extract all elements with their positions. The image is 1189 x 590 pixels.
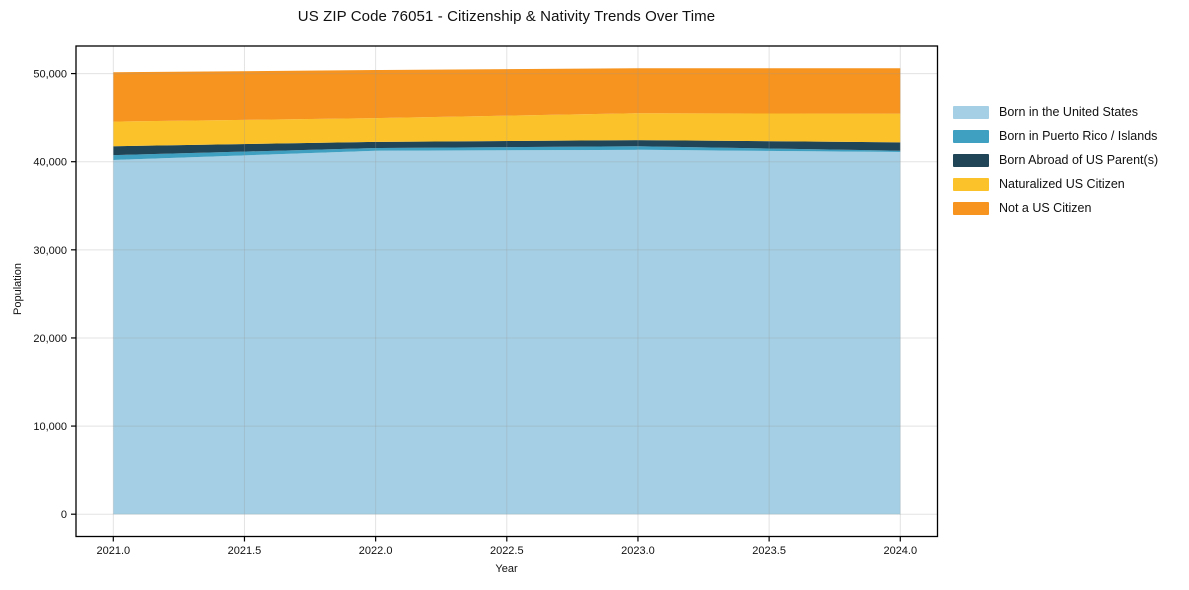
legend-item-naturalized-us-citizen: Naturalized US Citizen (953, 172, 1158, 196)
legend-swatch-icon (953, 201, 989, 215)
legend-item-not-a-us-citizen: Not a US Citizen (953, 196, 1158, 220)
y-tick-label: 40,000 (33, 157, 67, 169)
area-born-abroad-of-us-parent-s (113, 140, 901, 156)
y-tick-label: 10,000 (33, 421, 67, 433)
legend-label: Born Abroad of US Parent(s) (999, 153, 1159, 167)
y-tick-label: 50,000 (33, 69, 67, 81)
area-not-a-us-citizen (113, 68, 901, 122)
x-axis-label: Year (495, 563, 518, 575)
legend-swatch-icon (953, 129, 989, 143)
area-born-in-puerto-rico-islands (113, 146, 901, 160)
legend-item-born-in-the-united-states: Born in the United States (953, 100, 1158, 124)
legend-swatch-icon (953, 105, 989, 119)
legend-swatch-icon (953, 153, 989, 167)
x-tick-label: 2023.5 (752, 545, 786, 557)
x-tick-label: 2023.0 (621, 545, 655, 557)
legend-swatch-icon (953, 177, 989, 191)
legend-label: Born in Puerto Rico / Islands (999, 129, 1158, 143)
area-naturalized-us-citizen (113, 113, 901, 147)
x-tick-label: 2021.0 (96, 545, 130, 557)
x-tick-label: 2022.0 (359, 545, 393, 557)
y-tick-label: 20,000 (33, 333, 67, 345)
x-tick-label: 2024.0 (883, 545, 917, 557)
y-tick-label: 0 (61, 509, 67, 521)
legend-label: Born in the United States (999, 105, 1138, 119)
legend-label: Naturalized US Citizen (999, 177, 1125, 191)
legend-item-born-abroad-of-us-parent-s: Born Abroad of US Parent(s) (953, 148, 1158, 172)
x-tick-label: 2021.5 (228, 545, 262, 557)
area-born-in-the-united-states (113, 149, 901, 515)
legend-item-born-in-puerto-rico-islands: Born in Puerto Rico / Islands (953, 124, 1158, 148)
y-tick-label: 30,000 (33, 245, 67, 257)
legend: Born in the United States Born in Puerto … (953, 100, 1158, 220)
chart-title: US ZIP Code 76051 - Citizenship & Nativi… (297, 8, 716, 25)
x-tick-label: 2022.5 (490, 545, 524, 557)
legend-label: Not a US Citizen (999, 201, 1092, 215)
